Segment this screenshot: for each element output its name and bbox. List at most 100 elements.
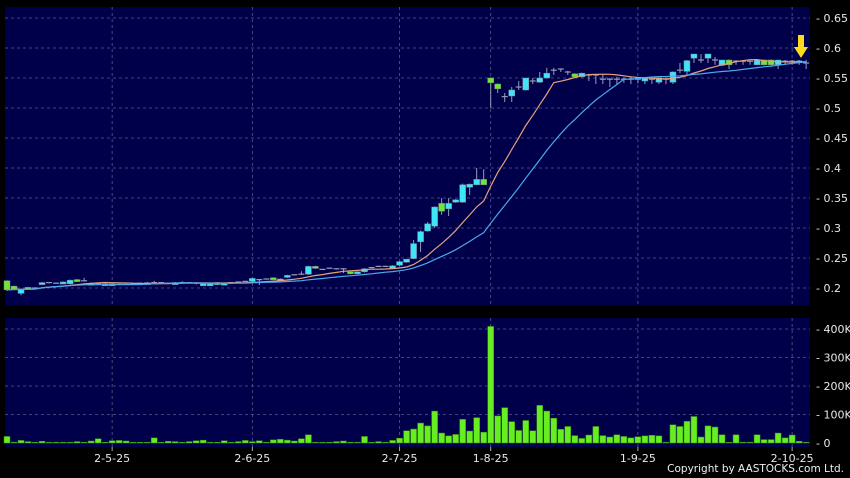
candle [557, 68, 564, 72]
candle [424, 222, 431, 232]
candle-body [767, 59, 775, 66]
volume-bar [396, 437, 403, 444]
candle [487, 77, 494, 108]
date-tick-label: 1-9-25 [620, 452, 656, 465]
candle [53, 282, 60, 284]
price-tick-label: - 0.55 [816, 72, 848, 85]
candle-body [347, 271, 354, 275]
candle-body [424, 223, 431, 232]
candle-body [760, 59, 768, 66]
volume-bar [501, 407, 508, 444]
candle [536, 72, 544, 83]
candle-body [445, 203, 452, 210]
volume-bar [333, 441, 340, 444]
volume-bar [795, 441, 803, 444]
date-tick-label: 2-10-25 [771, 452, 814, 465]
candle-body [305, 266, 312, 275]
candle [803, 60, 810, 69]
candle [753, 59, 761, 66]
candle-body [508, 89, 515, 97]
price-tick-label: - 0.6 [816, 42, 841, 55]
volume-bar [186, 441, 193, 444]
candle [410, 240, 417, 260]
candle [396, 261, 403, 266]
candle [305, 265, 312, 275]
volume-bar [10, 441, 18, 444]
candle-body [249, 278, 256, 282]
volume-bar [101, 441, 109, 444]
volume-bar [179, 441, 186, 444]
volume-bar [270, 439, 277, 444]
candle [38, 282, 46, 285]
price-tick-label: - 0.65 [816, 12, 848, 25]
volume-bar [256, 440, 263, 444]
candle [319, 268, 326, 270]
moving-average-20-line [6, 61, 807, 291]
volume-bar [235, 441, 242, 444]
volume-bar [753, 434, 761, 444]
volume-bar [59, 441, 67, 444]
volume-bar [739, 441, 747, 444]
volume-bar [620, 436, 628, 444]
volume-bar [157, 441, 165, 444]
volume-bar [347, 441, 354, 444]
volume-bar [732, 434, 740, 444]
candle-body [522, 77, 529, 91]
candle-body [396, 261, 403, 266]
date-tick-label: 1-8-25 [473, 452, 509, 465]
volume-bar [340, 440, 347, 444]
volume-bar [760, 439, 768, 444]
candle-body [683, 60, 691, 72]
volume-bar [52, 441, 60, 444]
volume-bar [690, 416, 698, 444]
volume-bar [143, 441, 151, 444]
volume-bar [129, 441, 137, 444]
candle [312, 265, 319, 269]
volume-bar [24, 441, 32, 444]
candle-body [494, 83, 501, 90]
volume-bar [480, 431, 487, 444]
volume-bar [382, 441, 389, 444]
candle [550, 67, 557, 75]
volume-bar [515, 430, 522, 444]
volume-bar [550, 417, 558, 444]
candle-body [704, 53, 712, 59]
candle [73, 279, 81, 282]
volume-bar [207, 441, 214, 444]
copyright-text: Copyright by AASTOCKS.com Ltd. [667, 463, 844, 475]
candle-body [669, 71, 677, 83]
volume-bar [641, 435, 649, 444]
volume-bar [669, 424, 677, 444]
candle-body [38, 282, 46, 285]
candle [747, 60, 754, 65]
candle-body [3, 280, 11, 291]
volume-bar [277, 439, 284, 444]
candle [522, 77, 529, 91]
volume-bar [564, 426, 572, 444]
volume-bar [557, 429, 565, 444]
candle [683, 60, 691, 75]
volume-bar [263, 441, 270, 444]
candle [452, 199, 459, 203]
volume-bar [417, 422, 424, 444]
volume-bar [193, 440, 200, 444]
volume-bar [494, 415, 501, 444]
volume-bar [73, 441, 81, 444]
volume-bar [3, 436, 11, 444]
volume-bar [711, 426, 719, 444]
volume-bar [242, 440, 249, 444]
candle-body [59, 281, 67, 285]
candle-body [284, 275, 291, 278]
volume-bar [136, 441, 144, 444]
moving-average-lines [6, 58, 807, 291]
candle-body [354, 271, 361, 275]
candle [438, 198, 445, 215]
candle [284, 274, 291, 278]
volume-bar [459, 419, 466, 444]
volume-bar [94, 438, 102, 444]
volume-bar [305, 434, 312, 444]
date-tick-label: 2-6-25 [234, 452, 270, 465]
volume-bar [529, 430, 536, 444]
candle [431, 206, 438, 228]
candle [151, 280, 158, 284]
